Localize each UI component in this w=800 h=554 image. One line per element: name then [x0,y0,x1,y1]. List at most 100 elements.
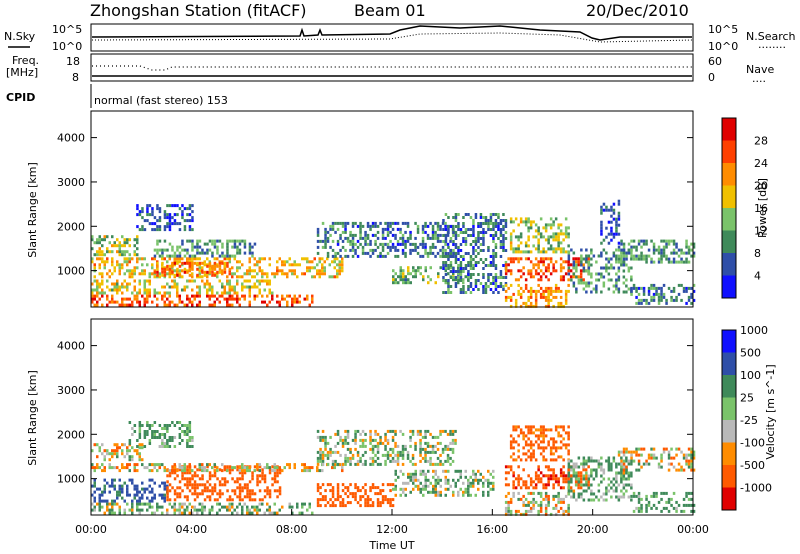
velocity-cell [251,489,254,493]
power-cell [141,294,144,298]
power-cell [399,236,402,240]
velocity-cell [562,500,565,504]
power-cell [507,257,510,261]
velocity-cell [181,489,184,493]
power-cell [409,272,412,276]
velocity-cell [567,474,571,478]
velocity-cell [394,432,397,436]
power-cell [113,288,116,292]
velocity-cell [148,427,152,430]
power-cell [118,288,121,292]
velocity-cell [392,487,395,491]
power-cell [484,291,488,294]
velocity-cell [549,428,553,432]
power-cell [163,213,167,217]
power-cell [351,254,355,258]
velocity-cell [544,506,548,510]
power-cell [163,225,167,229]
velocity-cell [198,477,202,481]
power-cell [178,264,182,268]
velocity-cell [590,474,593,478]
velocity-cell [547,477,550,481]
velocity-cell [429,456,432,460]
velocity-cell [161,442,164,445]
velocity-cell [346,435,350,439]
velocity-cell [339,435,342,439]
power-cell [136,260,139,264]
velocity-cell [597,498,601,502]
velocity-cell [346,495,350,499]
power-cell [549,235,553,239]
velocity-cell [186,508,189,512]
power-cell [657,298,661,302]
power-cell [690,295,693,299]
velocity-cell [386,456,390,460]
velocity-cell [391,435,395,439]
velocity-cell [564,477,568,481]
velocity-cell [627,495,631,499]
power-cell [113,244,116,248]
velocity-cell [133,484,136,488]
power-cell [291,303,294,307]
velocity-cell [610,468,613,472]
power-cell [113,282,116,286]
velocity-cell [552,458,555,462]
velocity-cell [384,495,387,499]
velocity-cell [146,466,149,470]
velocity-cell [414,462,417,466]
velocity-cell [647,500,651,504]
power-cell [617,232,621,236]
power-cell [236,248,239,252]
velocity-cell [539,440,543,444]
power-cell [226,239,229,243]
velocity-cell [166,492,169,496]
power-cell [178,273,182,277]
velocity-cell [231,477,234,481]
velocity-cell [534,474,538,478]
power-cell [685,239,688,243]
velocity-cell [379,501,382,505]
velocity-cell [153,496,156,500]
velocity-cell [198,483,202,487]
power-cell [572,263,576,267]
velocity-cell [562,477,565,481]
velocity-cell [647,462,651,466]
velocity-cell [539,431,543,435]
velocity-cell [201,466,204,470]
power-cell [118,269,121,273]
power-cell [524,301,528,305]
freq-left-label-1: Freq. [12,54,39,67]
power-cell [444,255,448,258]
power-cell [198,294,201,298]
velocity-cell [321,459,325,463]
velocity-cell [354,447,357,451]
velocity-cell [369,447,372,451]
velocity-cell [331,492,335,496]
power-cell [216,270,219,274]
velocity-cell [138,424,142,427]
velocity-cell [509,512,513,516]
power-cell [557,226,560,230]
velocity-cell [645,462,648,466]
power-cell [436,221,440,225]
velocity-cell [692,450,696,454]
velocity-cell [547,500,550,504]
power-cell [607,241,611,245]
power-cell [148,288,151,292]
power-cell [635,301,638,305]
power-cell [228,288,231,292]
power-cell [156,251,159,255]
velocity-cell [138,511,141,515]
velocity-cell [557,491,560,495]
velocity-cell [193,474,197,478]
velocity-cell [91,493,94,497]
power-cell [156,270,159,274]
power-cell [316,245,320,249]
velocity-cell [369,462,372,466]
velocity-cell [687,453,691,457]
velocity-cell [522,446,525,450]
power-cell [517,260,520,264]
power-cell [446,233,450,237]
velocity-cell [268,492,272,496]
velocity-cell [635,447,638,451]
